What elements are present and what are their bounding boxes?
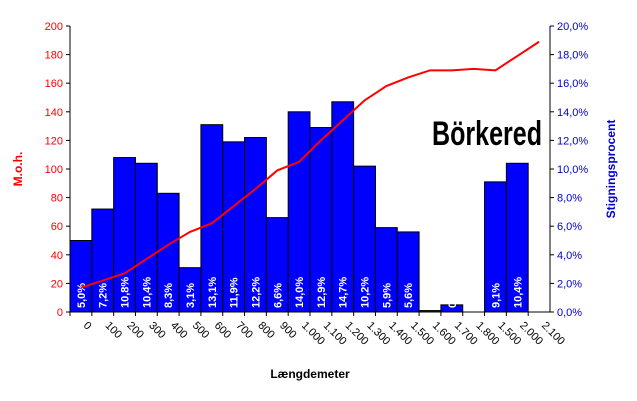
bar-label: 11,9%: [229, 277, 241, 308]
y-axis-title: M.o.h.: [11, 152, 25, 187]
x-tick-label: 400: [168, 320, 189, 341]
bar-label: 3,1%: [185, 283, 197, 308]
x-tick-label: 1.800: [474, 320, 502, 348]
y2-tick-label: 0,0%: [557, 307, 582, 319]
y-tick-label: 200: [45, 21, 63, 33]
bar-label: 12,2%: [250, 277, 262, 308]
y2-tick-label: 14,0%: [557, 107, 588, 119]
y2-tick-label: 8,0%: [557, 193, 582, 205]
bar-label: 0,5%: [447, 283, 459, 308]
x-tick-label: 1.400: [386, 320, 414, 348]
bar: [505, 162, 529, 313]
y2-tick-label: 18,0%: [557, 50, 588, 62]
y-tick-label: 20: [51, 278, 63, 290]
y2-tick-label: 12,0%: [557, 135, 588, 147]
x-tick-label: 1.700: [452, 320, 480, 348]
bar-label: 7,2%: [98, 283, 110, 308]
x-tick-label: 1.100: [321, 320, 349, 348]
y2-tick-label: 16,0%: [557, 78, 588, 90]
line: [80, 40, 540, 289]
x-axis-title: Længdemeter: [270, 367, 350, 381]
bar-label: 9,1%: [490, 283, 502, 308]
x-tick-label: 2.100: [539, 320, 567, 348]
y-tick-label: 60: [51, 221, 63, 233]
x-tick-label: 600: [212, 320, 233, 341]
y-tick-label: 80: [51, 193, 63, 205]
bar: [396, 231, 420, 313]
y-tick-label: 140: [45, 107, 63, 119]
x-tick-label: 900: [277, 320, 298, 341]
y-tick-label: 160: [45, 78, 63, 90]
x-tick-label: 1.500: [495, 320, 523, 348]
bar-label: 13,1%: [207, 277, 219, 308]
y-tick-label: 180: [45, 50, 63, 62]
chart-title: Börkered: [432, 115, 542, 153]
x-tick-label: 1.300: [364, 320, 392, 348]
x-tick-label: 500: [190, 320, 211, 341]
bar-label: 5,0%: [76, 283, 88, 308]
y-tick-label: 120: [45, 135, 63, 147]
y-tick-label: 40: [51, 250, 63, 262]
y2-tick-label: 4,0%: [557, 250, 582, 262]
bar-label: 14,7%: [338, 277, 350, 308]
bar-label: 8,3%: [163, 283, 175, 308]
bar-label: 5,9%: [381, 283, 393, 308]
y2-axis-title: Stigningsprocent: [604, 120, 618, 219]
y-tick-label: 100: [45, 164, 63, 176]
bar-label: 6,6%: [272, 283, 284, 308]
bar-label: 5,6%: [403, 283, 415, 308]
bar-label: 10,8%: [120, 277, 132, 308]
x-tick-label: 1.600: [430, 320, 458, 348]
y2-tick-label: 20,0%: [557, 21, 588, 33]
y2-tick-label: 10,0%: [557, 164, 588, 176]
x-tick-label: 100: [103, 320, 124, 341]
bar-label: 10,2%: [360, 277, 372, 308]
x-tick-label: 200: [124, 320, 145, 341]
x-tick-label: 300: [146, 320, 167, 341]
y2-tick-label: 2,0%: [557, 278, 582, 290]
bar-label: 10,4%: [512, 277, 524, 308]
x-tick-label: 1.200: [343, 320, 371, 348]
y2-tick-label: 6,0%: [557, 221, 582, 233]
x-tick-label: 1.000: [299, 320, 327, 348]
bar: [418, 310, 442, 313]
bar-label: 10,4%: [141, 277, 153, 308]
x-tick-label: 1.500: [408, 320, 436, 348]
y-tick-label: 0: [57, 307, 63, 319]
bar-label: 12,9%: [316, 277, 328, 308]
bar-label: 0,1%: [425, 283, 437, 308]
x-tick-label: 800: [255, 320, 276, 341]
bar: [440, 304, 464, 313]
x-tick-label: 0: [81, 320, 94, 333]
bar-label: 14,0%: [294, 277, 306, 308]
x-tick-label: 2.000: [517, 320, 545, 348]
x-tick-label: 700: [234, 320, 255, 341]
